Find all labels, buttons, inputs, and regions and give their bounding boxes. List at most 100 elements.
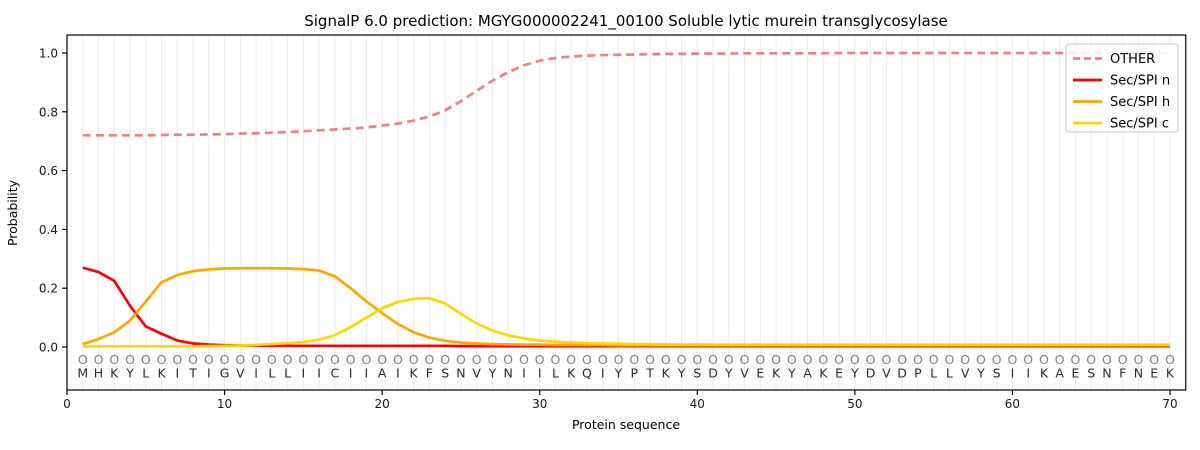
- position-marker: O: [267, 352, 277, 367]
- position-marker: O: [897, 352, 907, 367]
- position-marker: O: [1071, 352, 1081, 367]
- residue-letter: L: [946, 366, 953, 381]
- residue-letter: V: [472, 366, 481, 381]
- position-marker: O: [1134, 352, 1144, 367]
- position-marker: O: [235, 352, 245, 367]
- residue-letter: A: [378, 366, 387, 381]
- position-marker: O: [488, 352, 498, 367]
- position-marker: O: [645, 352, 655, 367]
- x-tick-label: 0: [63, 397, 71, 411]
- residue-letter: E: [756, 366, 764, 381]
- y-tick-label: 0.6: [39, 164, 58, 178]
- position-marker: O: [614, 352, 624, 367]
- position-marker: O: [551, 352, 561, 367]
- residue-letter: K: [772, 366, 781, 381]
- position-marker: O: [125, 352, 135, 367]
- position-marker: O: [188, 352, 198, 367]
- residue-letter: I: [207, 366, 211, 381]
- legend-box: [1065, 43, 1179, 133]
- position-marker: O: [346, 352, 356, 367]
- residue-letter: T: [645, 366, 654, 381]
- residue-letter: E: [1150, 366, 1158, 381]
- position-marker: O: [944, 352, 954, 367]
- position-marker: O: [1165, 352, 1175, 367]
- residue-letter: K: [157, 366, 166, 381]
- position-marker: O: [1102, 352, 1112, 367]
- position-marker: O: [881, 352, 891, 367]
- axes-frame: [66, 34, 1187, 391]
- position-marker: O: [440, 352, 450, 367]
- residue-letter: K: [567, 366, 576, 381]
- position-marker: O: [283, 352, 293, 367]
- residue-letter: S: [441, 366, 449, 381]
- residue-letter: I: [254, 366, 258, 381]
- curve-sec-spi-h: [82, 266, 1170, 347]
- legend: OTHER Sec/SPI n Sec/SPI h Sec/SPI c: [1065, 43, 1179, 133]
- residue-letter: K: [410, 366, 419, 381]
- residue-letter: I: [175, 366, 179, 381]
- position-marker: O: [771, 352, 781, 367]
- residue-letter: S: [693, 366, 701, 381]
- position-marker: O: [519, 352, 529, 367]
- residue-letter: N: [504, 366, 513, 381]
- curve-sec-spi-c: [82, 296, 1170, 348]
- residue-letter: I: [1026, 366, 1030, 381]
- residue-letter: P: [914, 366, 922, 381]
- residue-letter: C: [331, 366, 340, 381]
- residue-letter: I: [1011, 366, 1015, 381]
- position-marker: O: [929, 352, 939, 367]
- legend-label-sec-spi-n: Sec/SPI n: [1110, 74, 1170, 89]
- residue-letter: V: [961, 366, 970, 381]
- residue-letter: G: [220, 366, 230, 381]
- residue-letter: A: [1055, 366, 1064, 381]
- residue-letter: Y: [976, 366, 985, 381]
- y-tick-label: 0.4: [39, 223, 58, 237]
- residue-letter: N: [1102, 366, 1111, 381]
- position-marker: O: [314, 352, 324, 367]
- residue-letter: V: [740, 366, 749, 381]
- position-marker: O: [535, 352, 545, 367]
- residue-letter: S: [993, 366, 1001, 381]
- residue-letter: Y: [614, 366, 623, 381]
- position-marker: O: [818, 352, 828, 367]
- position-marker: O: [740, 352, 750, 367]
- x-tick-label: 60: [1005, 397, 1020, 411]
- position-marker: O: [1023, 352, 1033, 367]
- residue-letter: L: [268, 366, 275, 381]
- residue-letter: K: [1040, 366, 1049, 381]
- position-marker: O: [472, 352, 482, 367]
- position-marker: O: [78, 352, 88, 367]
- residue-letter: V: [236, 366, 245, 381]
- y-tick-label: 0.8: [39, 105, 58, 119]
- position-marker: O: [251, 352, 261, 367]
- position-marker: O: [94, 352, 104, 367]
- position-marker: O: [377, 352, 387, 367]
- residue-letter: L: [142, 366, 149, 381]
- residue-letter: I: [522, 366, 526, 381]
- legend-label-other: OTHER: [1110, 52, 1155, 67]
- residue-letter: N: [456, 366, 465, 381]
- y-tick-label: 1.0: [39, 47, 58, 61]
- residue-letter: I: [317, 366, 321, 381]
- position-marker: O: [1055, 352, 1065, 367]
- residue-letter: Y: [488, 366, 497, 381]
- residue-letter: I: [538, 366, 542, 381]
- position-marker: O: [677, 352, 687, 367]
- position-marker: O: [992, 352, 1002, 367]
- residue-letter: I: [349, 366, 353, 381]
- y-tick-label: 0.0: [39, 341, 58, 355]
- residue-letter: E: [835, 366, 843, 381]
- position-marker: O: [976, 352, 986, 367]
- residue-letter: L: [552, 366, 559, 381]
- y-tick-labels: 0.0 0.2 0.4 0.6 0.8 1.0: [39, 47, 67, 355]
- position-marker: O: [361, 352, 371, 367]
- position-marker: O: [913, 352, 923, 367]
- position-marker: O: [298, 352, 308, 367]
- position-marker: O: [424, 352, 434, 367]
- position-marker: O: [755, 352, 765, 367]
- position-marker: O: [141, 352, 151, 367]
- position-marker: O: [960, 352, 970, 367]
- position-marker: O: [708, 352, 718, 367]
- residue-letter: A: [803, 366, 812, 381]
